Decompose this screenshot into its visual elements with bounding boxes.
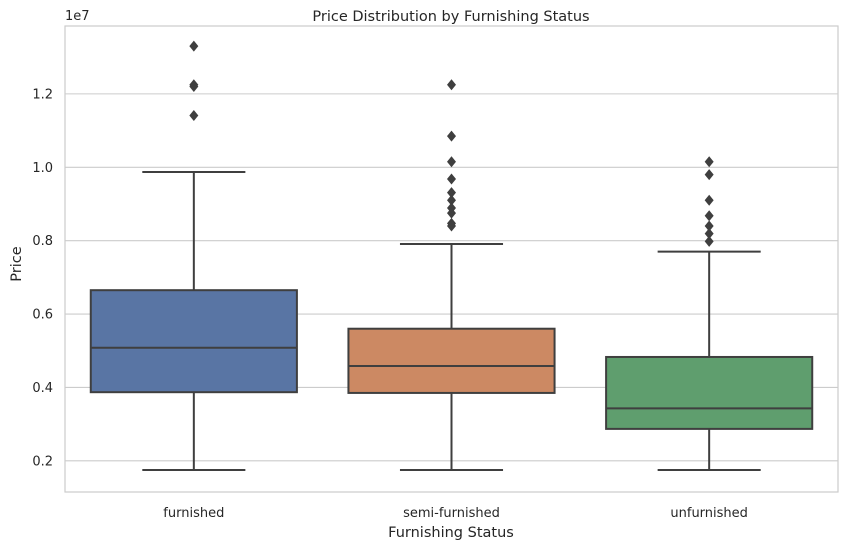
outlier-point — [447, 130, 456, 142]
box-group-unfurnished — [605, 156, 814, 471]
y-tick-label: 0.6 — [32, 308, 53, 323]
box-iqr — [89, 289, 298, 394]
outlier-point — [447, 220, 456, 232]
outlier-point — [189, 110, 199, 122]
outlier-point — [704, 235, 714, 247]
chart-title: Price Distribution by Furnishing Status — [312, 9, 589, 25]
x-tick-label: furnished — [163, 506, 224, 521]
outlier-point — [704, 210, 714, 222]
y-tick-label: 0.8 — [32, 234, 53, 249]
outlier-point — [704, 228, 714, 240]
x-tick-label: unfurnished — [670, 506, 748, 521]
outlier-point — [447, 79, 456, 91]
outlier-point — [704, 156, 714, 168]
y-tick-label: 0.4 — [32, 381, 53, 396]
box-iqr — [347, 327, 556, 394]
x-tick-label: semi-furnished — [403, 506, 500, 521]
outlier-point — [447, 156, 456, 168]
plot-frame — [64, 25, 839, 493]
x-tick-labels: furnished semi-furnished unfurnished — [163, 506, 748, 521]
y-tick-labels: 0.2 0.4 0.6 0.8 1.0 1.2 — [32, 87, 53, 469]
x-axis-label: Furnishing Status — [388, 525, 514, 541]
box-group-furnished — [89, 40, 298, 471]
outlier-point — [447, 194, 456, 206]
outlier-point — [447, 187, 456, 199]
y-tick-label: 1.0 — [32, 161, 53, 176]
boxes — [89, 40, 814, 471]
outlier-point — [189, 40, 199, 52]
box-iqr — [605, 355, 814, 430]
y-tick-label: 0.2 — [32, 454, 53, 469]
y-axis-label: Price — [9, 246, 25, 281]
y-offset-label: 1e7 — [65, 9, 90, 24]
outlier-point — [704, 220, 714, 232]
outlier-point — [704, 194, 714, 206]
outlier-point — [447, 207, 456, 219]
box-group-semi-furnished — [347, 79, 556, 471]
outlier-point — [447, 173, 456, 185]
y-tick-label: 1.2 — [32, 87, 53, 102]
outlier-point — [704, 169, 714, 181]
outlier-point — [189, 81, 199, 93]
